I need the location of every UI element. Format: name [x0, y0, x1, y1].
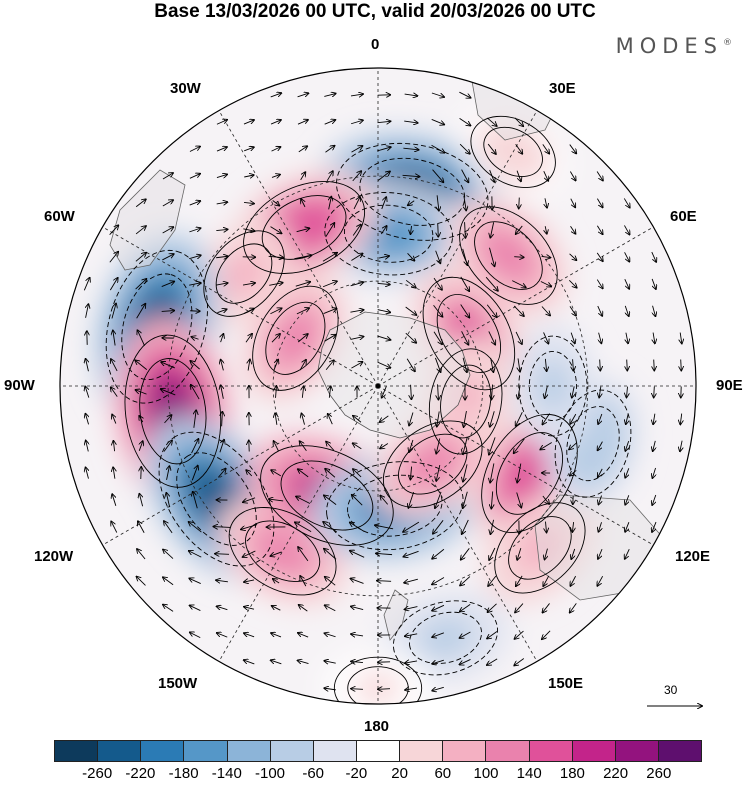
- colorbar-tick-label: 100: [473, 765, 498, 782]
- colorbar-swatch: [357, 740, 400, 762]
- colorbar-swatch: [184, 740, 227, 762]
- lon-label-0: 0: [371, 36, 379, 53]
- wind-vector: [378, 689, 390, 690]
- colorbar-swatch: [98, 740, 141, 762]
- lon-label-120w: 120W: [34, 548, 73, 565]
- lon-label-30e: 30E: [549, 80, 576, 97]
- colorbar-tick-label: -180: [169, 765, 199, 782]
- colorbar-tick-label: -260: [82, 765, 112, 782]
- wind-vector: [438, 223, 439, 236]
- lon-label-60e: 60E: [670, 208, 697, 225]
- wind-vector: [600, 359, 601, 370]
- lon-label-30w: 30W: [170, 80, 201, 97]
- lon-label-90w: 90W: [4, 377, 35, 394]
- lon-label-90e: 90E: [716, 377, 743, 394]
- wind-vector: [190, 311, 200, 312]
- lon-label-180: 180: [364, 718, 389, 735]
- colorbar-swatch: [616, 740, 659, 762]
- colorbar-swatch: [314, 740, 357, 762]
- wind-vector: [627, 360, 628, 371]
- colorbar-tick-label: 140: [517, 765, 542, 782]
- colorbar-tick-label: 260: [646, 765, 671, 782]
- colorbar-tick-label: -140: [212, 765, 242, 782]
- colorbar-tick-label: 60: [434, 765, 451, 782]
- colorbar-swatch: [271, 740, 314, 762]
- colorbar-tick-label: -100: [255, 765, 285, 782]
- colorbar-swatch: [573, 740, 616, 762]
- lon-label-150w: 150W: [158, 675, 197, 692]
- lon-label-150e: 150E: [548, 675, 583, 692]
- colorbar-tick-label: -220: [125, 765, 155, 782]
- colorbar-tick-label: -60: [302, 765, 324, 782]
- colorbar-tick-label: -20: [346, 765, 368, 782]
- colorbar-swatch: [228, 740, 271, 762]
- wind-vector: [215, 554, 229, 555]
- colorbar-tick-label: 220: [603, 765, 628, 782]
- colorbar-swatch: [659, 740, 702, 762]
- colorbar-ticks: -260 -220 -180 -140 -100 -60 -20 20 60 100 140 180 2…: [54, 765, 702, 783]
- south-pole-marker: [376, 384, 381, 389]
- vector-scale-label: 30: [664, 683, 677, 697]
- colorbar-swatch: [443, 740, 486, 762]
- colorbar-swatch: [141, 740, 184, 762]
- wind-vector: [519, 198, 520, 209]
- colorbar-swatch: [54, 740, 98, 762]
- wind-vector: [681, 360, 682, 371]
- colorbar-swatch: [486, 740, 529, 762]
- lon-label-120e: 120E: [675, 548, 710, 565]
- colorbar-tick-label: 180: [560, 765, 585, 782]
- lon-label-60w: 60W: [44, 208, 75, 225]
- wind-vector: [654, 360, 655, 371]
- colorbar: [54, 740, 702, 762]
- colorbar-tick-label: 20: [391, 765, 408, 782]
- colorbar-swatch: [400, 740, 443, 762]
- colorbar-swatch: [530, 740, 573, 762]
